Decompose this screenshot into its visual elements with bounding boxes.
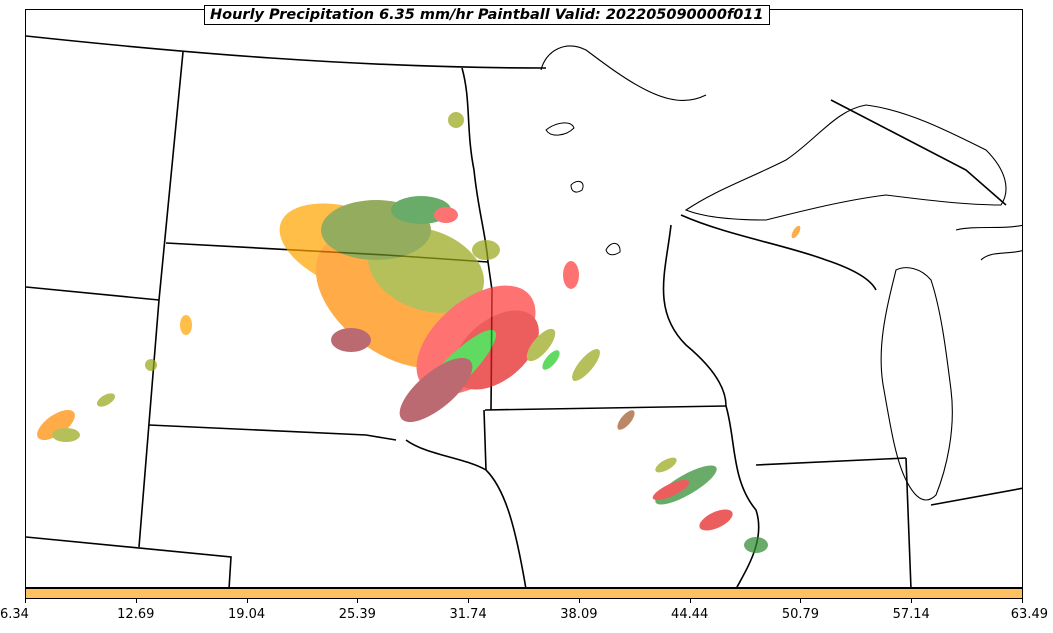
colorbar-tick-label: 44.44 bbox=[671, 607, 709, 622]
colorbar-tick bbox=[468, 599, 470, 603]
colorbar-tick-label: 25.39 bbox=[338, 607, 376, 622]
colorbar-tick-label: 19.04 bbox=[227, 607, 266, 622]
colorbar-tick bbox=[689, 599, 691, 603]
colorbar-tick bbox=[246, 599, 248, 603]
colorbar-tick bbox=[357, 599, 359, 603]
colorbar-tick bbox=[1022, 599, 1023, 603]
colorbar-tick-label: 50.79 bbox=[781, 607, 820, 622]
colorbar-tick bbox=[135, 599, 137, 603]
state-boundaries bbox=[26, 35, 1022, 587]
colorbar-tick bbox=[578, 599, 580, 603]
colorbar-tick-label: 63.49 bbox=[1010, 607, 1048, 622]
map-title: Hourly Precipitation 6.35 mm/hr Paintbal… bbox=[204, 5, 770, 25]
colorbar-tick-label: 38.09 bbox=[560, 607, 598, 622]
colorbar-tick-label: 31.74 bbox=[449, 607, 487, 622]
colorbar-tick-label: 12.69 bbox=[117, 607, 155, 622]
colorbar-tick-label: 57.14 bbox=[892, 607, 930, 622]
canadian-lakes bbox=[545, 122, 621, 256]
colorbar bbox=[25, 588, 1023, 599]
great-lakes bbox=[540, 45, 1022, 501]
map-panel bbox=[25, 9, 1023, 588]
precipitation-paintball bbox=[37, 112, 801, 553]
colorbar-tick bbox=[911, 599, 913, 603]
colorbar-ticks: 6.34 12.69 19.04 25.39 31.74 38.09 44.44 50.79 5… bbox=[0, 599, 1048, 629]
colorbar-tick bbox=[800, 599, 802, 603]
colorbar-tick-label: 6.34 bbox=[0, 607, 29, 622]
precipitation-map bbox=[26, 35, 1022, 587]
colorbar-tick bbox=[25, 599, 26, 603]
